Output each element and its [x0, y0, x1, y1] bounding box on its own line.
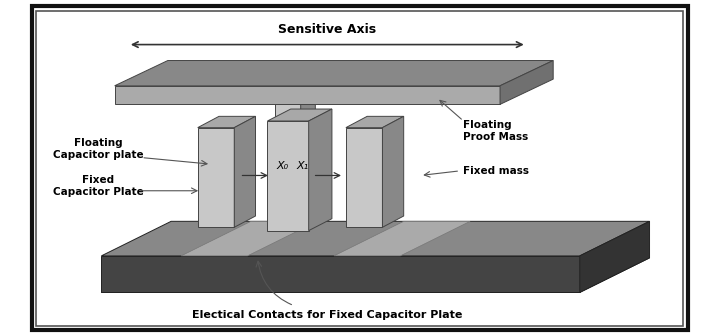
Polygon shape [382, 116, 404, 227]
Polygon shape [102, 258, 650, 292]
Polygon shape [115, 86, 500, 105]
Polygon shape [115, 61, 553, 86]
FancyBboxPatch shape [36, 11, 684, 326]
Text: Floating
Proof Mass: Floating Proof Mass [464, 120, 528, 142]
Polygon shape [346, 128, 382, 227]
Polygon shape [334, 221, 470, 256]
Text: Electical Contacts for Fixed Capacitor Plate: Electical Contacts for Fixed Capacitor P… [192, 310, 462, 320]
Polygon shape [267, 109, 332, 121]
Polygon shape [580, 221, 650, 292]
Polygon shape [275, 105, 301, 194]
Polygon shape [102, 221, 650, 256]
Polygon shape [301, 96, 315, 194]
Polygon shape [181, 221, 317, 256]
Polygon shape [500, 61, 553, 105]
Polygon shape [346, 116, 404, 128]
Text: Fixed
Capacitor Plate: Fixed Capacitor Plate [53, 175, 143, 197]
Polygon shape [275, 96, 315, 105]
Text: Fixed mass: Fixed mass [464, 166, 529, 176]
Polygon shape [102, 256, 580, 292]
Text: X₁: X₁ [296, 161, 309, 171]
Polygon shape [309, 109, 332, 230]
Polygon shape [267, 121, 309, 230]
Polygon shape [198, 116, 255, 128]
Text: Floating
Capacitor plate: Floating Capacitor plate [53, 138, 143, 160]
Polygon shape [234, 116, 255, 227]
Text: X₀: X₀ [277, 161, 289, 171]
Text: Sensitive Axis: Sensitive Axis [278, 23, 376, 36]
Polygon shape [198, 128, 234, 227]
